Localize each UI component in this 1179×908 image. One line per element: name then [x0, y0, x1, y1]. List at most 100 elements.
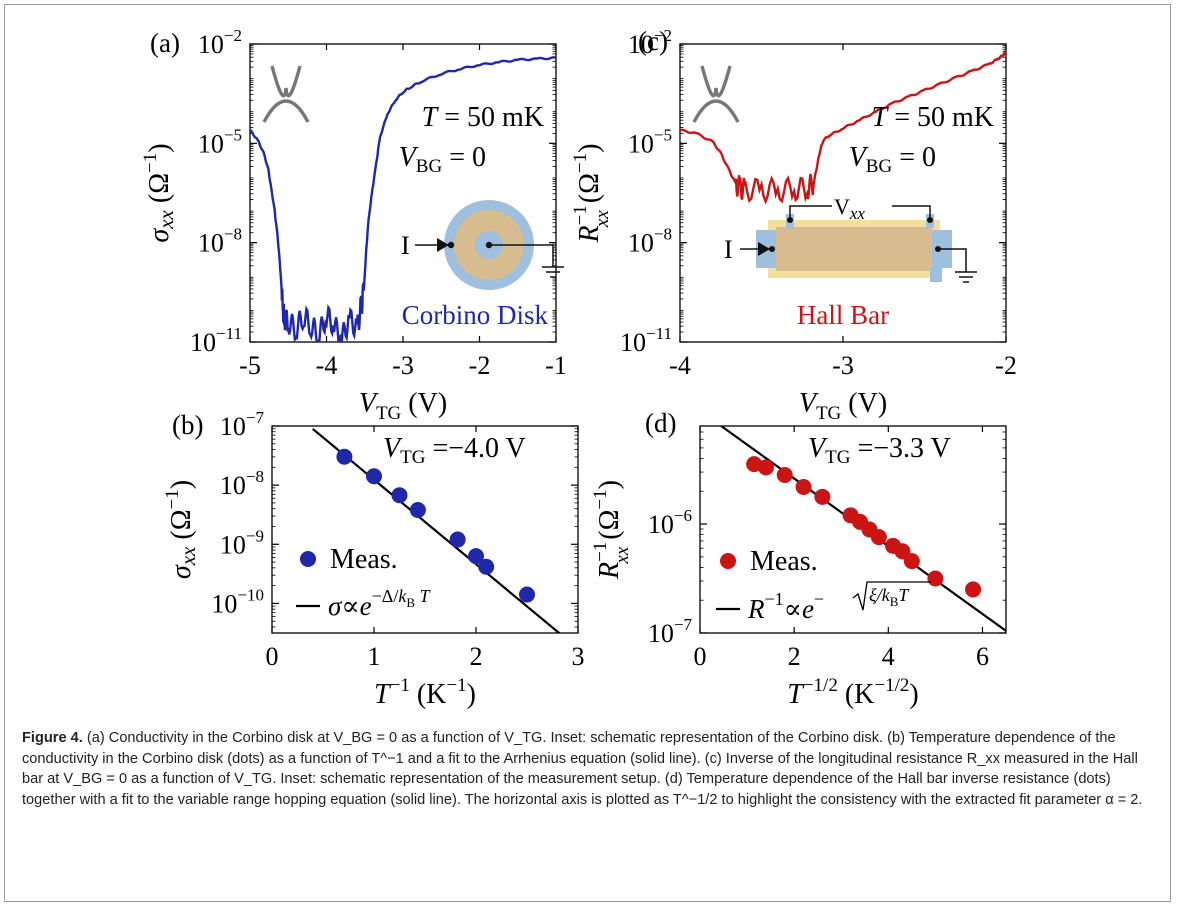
- panel-label: (b): [172, 410, 203, 440]
- fit-line: [312, 428, 561, 633]
- panel-label: (a): [150, 28, 180, 58]
- legend-marker: [720, 553, 736, 569]
- data-point: [795, 479, 812, 496]
- data-point: [478, 558, 495, 575]
- x-tick-label: 2: [788, 642, 801, 671]
- x-tick-label: 3: [572, 642, 585, 671]
- y-tick-label: 10−9: [220, 526, 264, 559]
- figure-4: -5 -4 -3 -2 -1 10−11 10−8 10−5 10−2 (a) VTG (V) σxx…: [140, 26, 1017, 710]
- y-axis-label: R−1xx (Ω−1): [570, 144, 613, 244]
- x-tick-label: 0: [266, 642, 279, 671]
- x-tick-label: -3: [392, 351, 414, 380]
- y-tick-label: 10−2: [628, 26, 672, 59]
- x-tick-label: 1: [368, 642, 381, 671]
- y-tick-label: 10−6: [648, 506, 692, 539]
- ground-icon: [542, 266, 564, 278]
- bottom-contact: [930, 268, 942, 282]
- y-tick-label: 10−8: [220, 467, 264, 500]
- conduction-band-icon: [270, 65, 302, 98]
- data-point: [776, 467, 793, 484]
- y-axis-label: σxx (Ω−1): [140, 143, 178, 242]
- figure-frame: [4, 4, 1171, 902]
- x-tick-label: -4: [669, 351, 691, 380]
- valence-band-icon: [262, 99, 310, 123]
- x-tick-label: 6: [976, 642, 989, 671]
- inset-current-label: I: [401, 231, 410, 260]
- legend-fit-label: σ∝e−Δ/kB T: [328, 586, 432, 621]
- x-axis-label: VTG (V): [359, 388, 447, 424]
- data-point: [903, 553, 920, 570]
- legend-marker: [300, 551, 316, 567]
- x-tick-label: -4: [316, 351, 338, 380]
- plot-frame: [699, 425, 1007, 634]
- annotation-topgate: VTG =−3.3 V: [808, 433, 951, 468]
- y-tick-label: 10−7: [220, 408, 265, 441]
- y-tick-label: 10−11: [190, 324, 242, 357]
- data-point: [366, 468, 382, 485]
- plot-frame: [679, 43, 1007, 343]
- data-point: [409, 501, 426, 518]
- x-tick-label: -1: [545, 351, 567, 380]
- x-axis-label: VTG (V): [799, 388, 887, 424]
- sqrt-icon: [852, 581, 931, 611]
- data-point: [870, 529, 887, 546]
- panel-c: -4 -3 -2 10−11 10−8 10−5 10−2(c) VTG (V) R−1xx (…: [570, 26, 1017, 424]
- x-tick-label: -2: [469, 351, 491, 380]
- y-tick-label: 10−8: [198, 225, 242, 258]
- data-point: [757, 459, 774, 476]
- legend-fit-label: R−1∝e−: [747, 589, 824, 624]
- data-point: [336, 448, 353, 465]
- inset-current-label: I: [724, 235, 733, 264]
- caption-label: Figure 4.: [22, 730, 83, 746]
- y-tick-label: 10−2: [198, 26, 242, 59]
- plot-frame: [271, 425, 579, 634]
- x-tick-label: -5: [239, 351, 261, 380]
- caption-text: (a) Conductivity in the Corbino disk at …: [22, 730, 1143, 808]
- y-tick-label: 10−11: [620, 324, 672, 357]
- contact-dot: [769, 246, 775, 252]
- current-arrow-icon: [437, 238, 449, 252]
- annotation-temperature: T = 50 mK: [872, 102, 994, 133]
- x-axis-label: T−1 (K−1): [374, 675, 476, 710]
- ground-icon: [955, 271, 977, 283]
- contact-dot: [447, 241, 455, 249]
- y-tick-label: 10−10: [211, 585, 264, 618]
- data-point: [391, 487, 408, 504]
- series-line: [250, 55, 556, 342]
- legend-label: Meas.: [330, 544, 398, 575]
- hallbar-channel: [776, 227, 932, 271]
- valence-band-icon: [692, 99, 740, 123]
- panel-d: 0 2 4 6 10−7 10−6 (d) T−1/2 (K−1/2) R−1xx (Ω−1) V…: [590, 408, 1007, 710]
- ground-wire: [938, 248, 967, 272]
- voltage-wire: [789, 205, 931, 220]
- x-tick-label: 0: [694, 642, 707, 671]
- x-axis-label: T−1/2 (K−1/2): [787, 675, 918, 710]
- data-point: [468, 548, 484, 565]
- panel-label: (c): [638, 26, 668, 56]
- y-tick-label: 10−7: [648, 615, 693, 648]
- annotation-temperature: T = 50 mK: [422, 102, 544, 133]
- annotation-backgate: VBG = 0: [399, 142, 486, 177]
- y-axis-label: σxx (Ω−1): [162, 480, 200, 579]
- x-tick-label: -2: [995, 351, 1017, 380]
- inset-voltage-label: Vxx: [834, 194, 865, 223]
- annotation-backgate: VBG = 0: [849, 142, 936, 177]
- inset-label: Hall Bar: [797, 300, 889, 330]
- series-line: [680, 50, 1006, 205]
- y-tick-label: 10−8: [628, 225, 672, 258]
- x-tick-label: 4: [882, 642, 895, 671]
- legend-fit-exponent: ξ/kBT: [869, 585, 910, 609]
- panel-label: (d): [645, 408, 676, 438]
- data-point: [519, 586, 535, 603]
- annotation-topgate: VTG =−4.0 V: [383, 433, 526, 468]
- conduction-band-icon: [700, 65, 732, 98]
- plot-frame: [249, 43, 557, 343]
- x-tick-label: -3: [832, 351, 854, 380]
- panel-b: 0 1 2 3 10−10 10−9 10−8 10−7 (b) T−1 (K−1) σxx (Ω−…: [162, 408, 585, 710]
- inset-label: Corbino Disk: [402, 300, 549, 330]
- data-point: [965, 581, 982, 598]
- data-point: [814, 488, 831, 505]
- data-point: [927, 570, 944, 587]
- legend-label: Meas.: [750, 546, 818, 577]
- y-tick-label: 10−5: [198, 125, 242, 158]
